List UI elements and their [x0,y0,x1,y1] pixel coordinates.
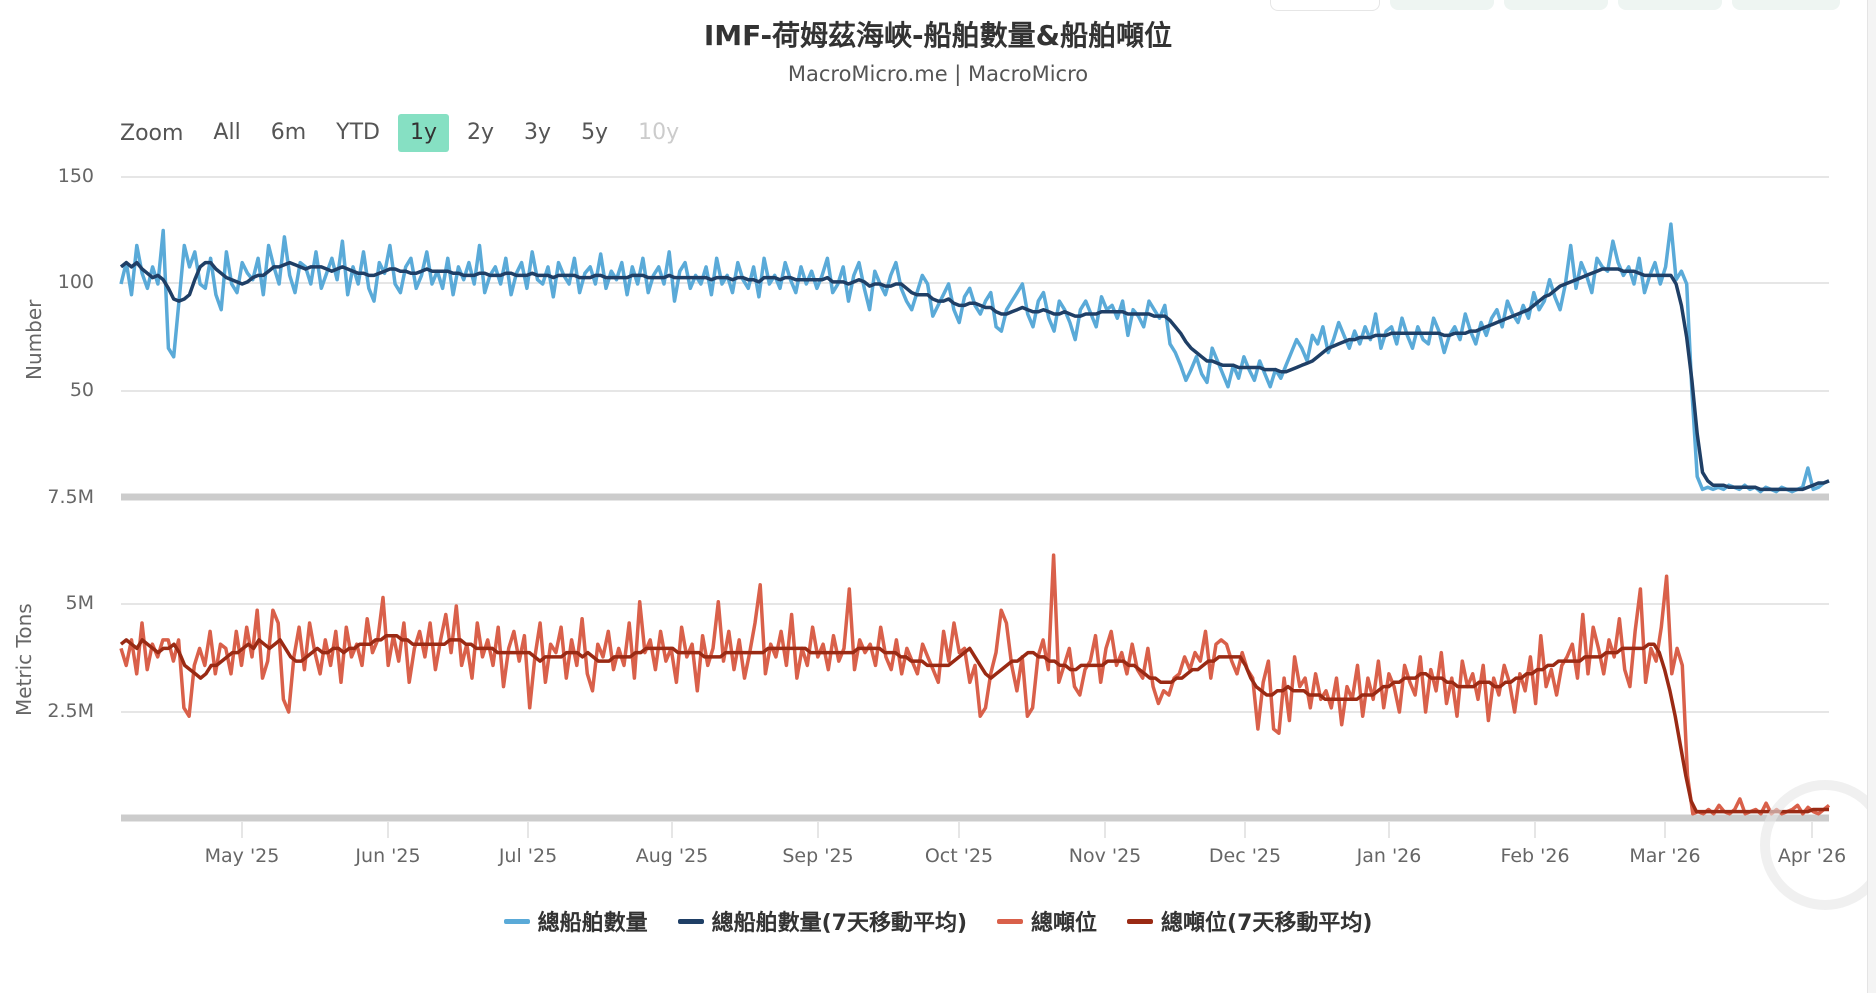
x-tick-label: Oct '25 [924,845,994,867]
zoom-2y-button[interactable]: 2y [467,120,495,145]
zoom-10y-button: 10y [638,120,680,145]
zoom-5y-button[interactable]: 5y [581,120,609,145]
series-tonnage-ma[interactable] [119,633,1829,814]
legend-swatch [677,918,704,924]
y-tick-100: 100 [57,271,94,293]
gridlines [121,176,1829,822]
x-tick-label: Mar '26 [1629,845,1701,867]
page-scrollbar[interactable] [1867,0,1876,993]
x-axis-ticks [241,822,1813,838]
x-tick-label: Feb '26 [1500,845,1570,867]
x-tick-label: Jan '26 [1356,845,1422,867]
legend-label: 總噸位(7天移動平均) [1161,911,1373,936]
chart-subtitle: MacroMicro.me | MacroMicro [787,62,1089,86]
x-tick-label: Jul '25 [498,845,558,867]
zoom-3y-button[interactable]: 3y [524,120,552,145]
y-tick-150: 150 [57,165,94,187]
series-ship-count[interactable] [119,222,1830,494]
top-toolbar [1270,0,1840,11]
y-tick-2-5m: 2.5M [47,700,94,722]
chart-title: IMF-荷姆茲海峽-船舶數量&船舶噸位 [703,19,1173,52]
top-tab-button[interactable] [1390,0,1494,10]
top-tab-button[interactable] [1618,0,1722,10]
top-tab-button[interactable] [1504,0,1608,10]
zoom-6m-button[interactable]: 6m [270,120,307,145]
top-tab-button[interactable] [1270,0,1380,11]
x-tick-label: May '25 [204,845,280,867]
zoom-label: Zoom [120,120,184,146]
y-tick-50: 50 [69,379,94,401]
series-tonnage[interactable] [119,553,1831,816]
legend-swatch [503,918,530,924]
legend-item-tonnage[interactable]: 總噸位 [997,905,1097,937]
x-tick-label: Dec '25 [1208,845,1282,867]
series-ship-count-ma[interactable] [119,260,1830,492]
y-tick-7-5m: 7.5M [47,486,94,508]
x-tick-label: Jun '25 [355,845,421,867]
legend-label: 總船舶數量(7天移動平均) [711,911,967,936]
y-tick-5m: 5M [65,592,94,614]
legend-item-ship-count[interactable]: 總船舶數量 [503,905,648,937]
zoom-ytd-button[interactable]: YTD [336,120,380,145]
x-tick-label: Nov '25 [1068,845,1142,867]
chart-legend: 總船舶數量 總船舶數量(7天移動平均) 總噸位 總噸位(7天移動平均) [0,905,1876,937]
watermark-logo [1760,780,1876,910]
zoom-1y-button[interactable]: 1y [397,114,449,152]
legend-item-tonnage-ma[interactable]: 總噸位(7天移動平均) [1127,905,1372,937]
legend-label: 總船舶數量 [537,911,648,936]
zoom-range-selector: Zoom All 6m YTD 1y 2y 3y 5y 10y [120,114,697,152]
top-tab-button[interactable] [1732,0,1840,10]
legend-swatch [1127,918,1154,924]
legend-item-ship-count-ma[interactable]: 總船舶數量(7天移動平均) [677,905,967,937]
x-tick-label: Aug '25 [635,845,709,867]
legend-label: 總噸位 [1031,911,1098,936]
x-tick-label: Sep '25 [782,845,854,867]
series-lines[interactable] [119,222,1831,816]
legend-swatch [997,918,1023,924]
zoom-all-button[interactable]: All [213,120,241,145]
